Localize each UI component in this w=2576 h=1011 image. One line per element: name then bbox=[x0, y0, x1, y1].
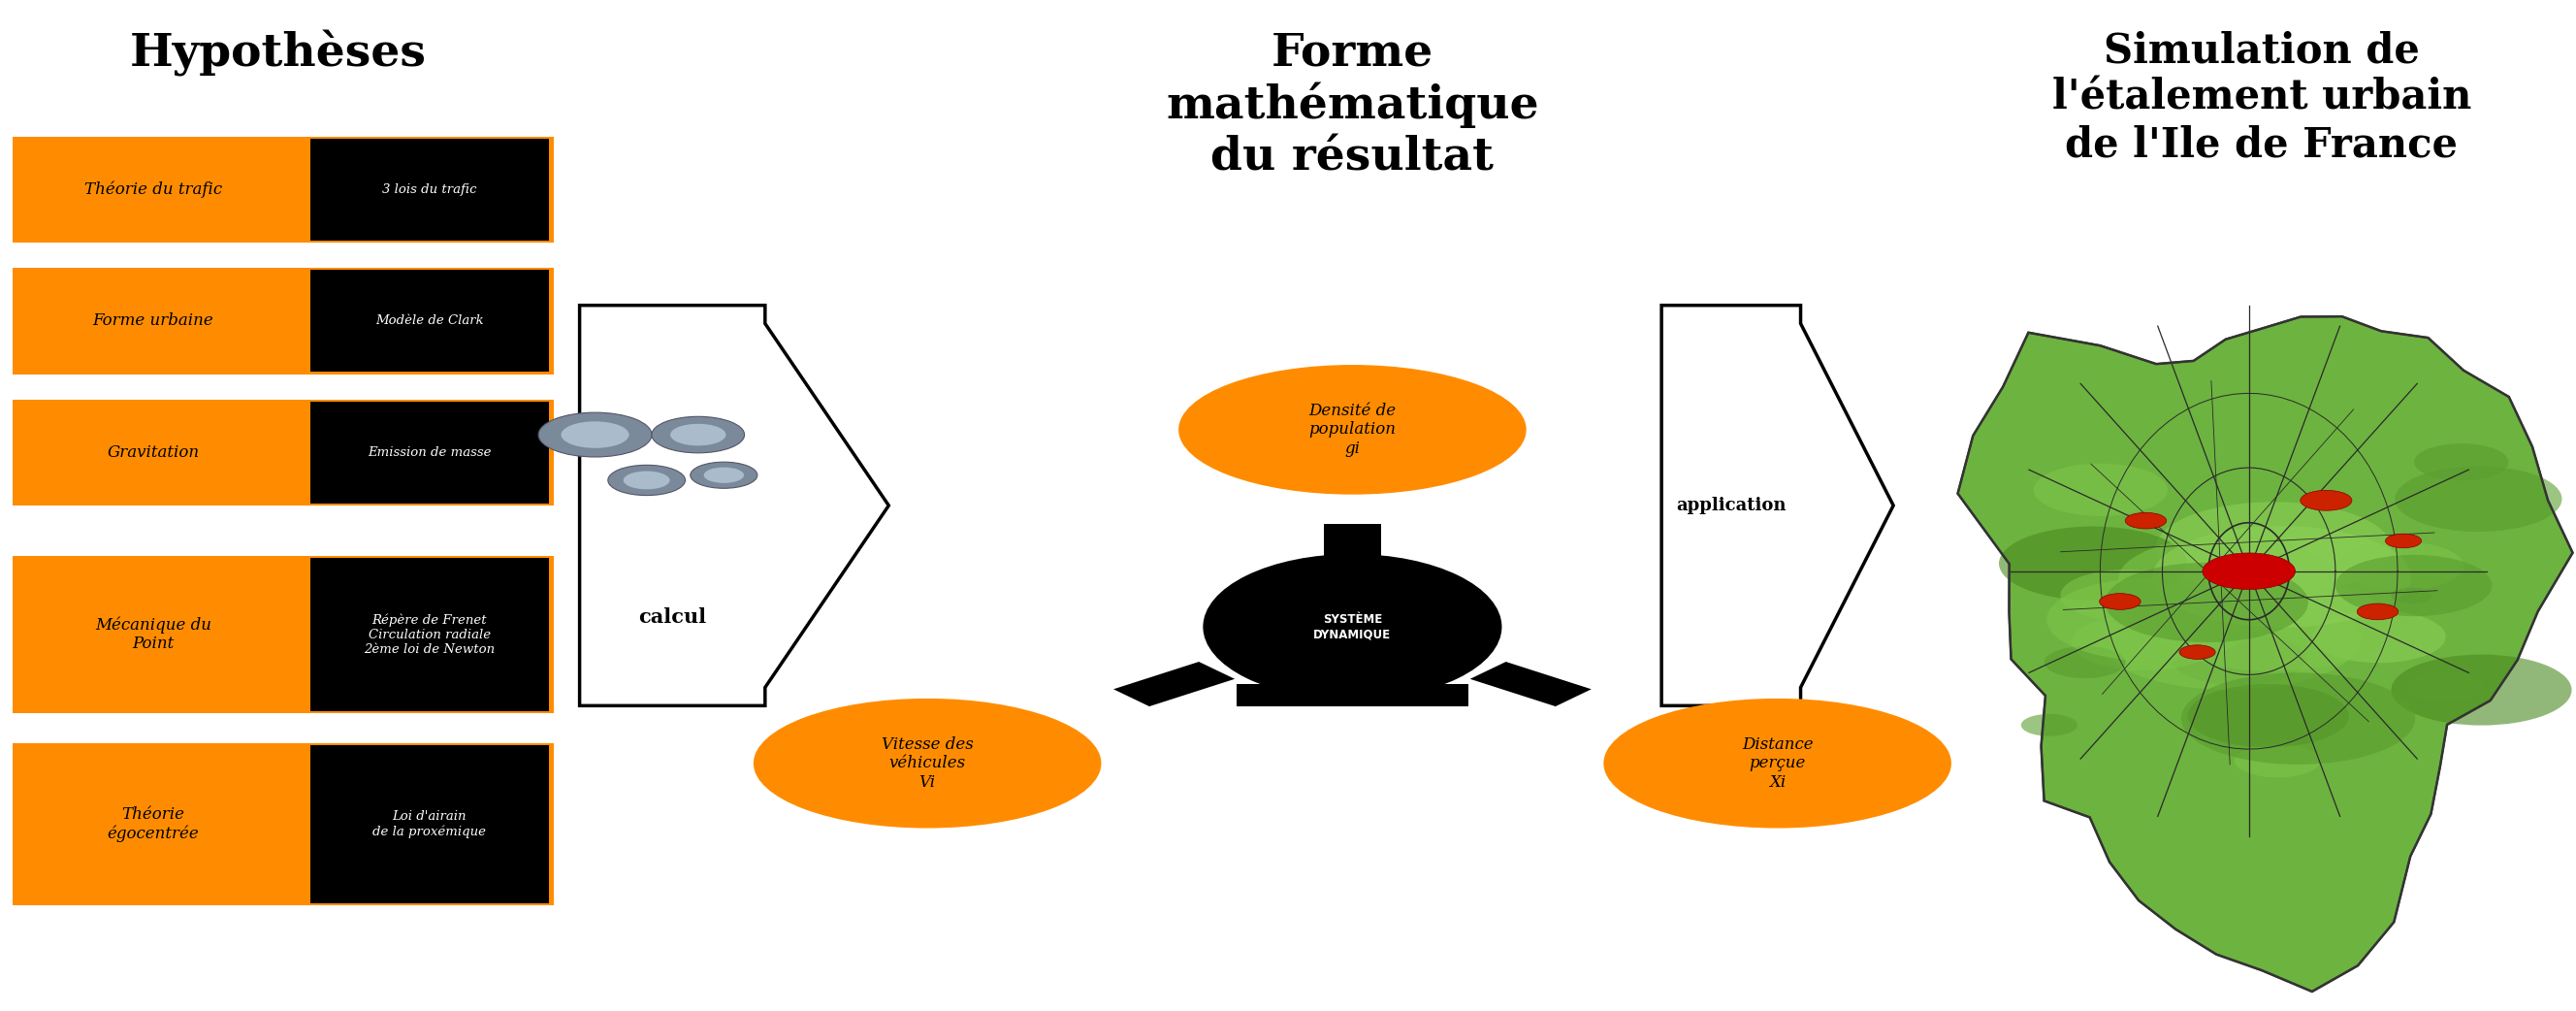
Bar bbox=[309, 139, 549, 241]
Circle shape bbox=[2071, 614, 2218, 671]
Circle shape bbox=[2022, 714, 2076, 736]
Polygon shape bbox=[580, 305, 889, 706]
Polygon shape bbox=[1662, 305, 1893, 706]
Circle shape bbox=[2357, 604, 2398, 620]
Circle shape bbox=[703, 467, 744, 483]
Circle shape bbox=[2339, 542, 2463, 590]
Bar bbox=[309, 401, 549, 503]
Circle shape bbox=[2156, 501, 2391, 594]
Text: Vitesse des
véhicules
Vi: Vitesse des véhicules Vi bbox=[881, 736, 974, 791]
Circle shape bbox=[2182, 672, 2416, 764]
Circle shape bbox=[2097, 586, 2362, 690]
Text: Forme urbaine: Forme urbaine bbox=[93, 312, 214, 330]
Bar bbox=[309, 745, 549, 903]
Circle shape bbox=[608, 465, 685, 495]
Text: Loi d'airain
de la proxémique: Loi d'airain de la proxémique bbox=[374, 810, 487, 838]
Circle shape bbox=[2099, 593, 2141, 610]
Circle shape bbox=[2385, 534, 2421, 548]
Circle shape bbox=[562, 422, 629, 448]
Bar bbox=[13, 556, 554, 713]
Circle shape bbox=[2391, 654, 2571, 725]
Polygon shape bbox=[1324, 525, 1381, 558]
Circle shape bbox=[2045, 646, 2125, 678]
Text: Théorie
égocentrée: Théorie égocentrée bbox=[108, 806, 198, 842]
Circle shape bbox=[652, 417, 744, 453]
Circle shape bbox=[1999, 527, 2187, 601]
Circle shape bbox=[2117, 537, 2334, 622]
Text: Forme
mathématique
du résultat: Forme mathématique du résultat bbox=[1167, 30, 1538, 180]
Circle shape bbox=[2406, 671, 2483, 702]
Bar bbox=[13, 743, 554, 905]
Circle shape bbox=[2233, 744, 2321, 777]
Circle shape bbox=[2300, 490, 2352, 511]
Text: Simulation de
l'étalement urbain
de l'Ile de France: Simulation de l'étalement urbain de l'Il… bbox=[2053, 30, 2470, 166]
Ellipse shape bbox=[1602, 699, 1953, 828]
Polygon shape bbox=[1958, 316, 2573, 992]
Text: Distance
perçue
Xi: Distance perçue Xi bbox=[1741, 736, 1814, 791]
Circle shape bbox=[2414, 444, 2509, 480]
Bar bbox=[13, 399, 554, 506]
Text: Hypothèses: Hypothèses bbox=[129, 30, 428, 77]
Ellipse shape bbox=[1180, 365, 1528, 494]
Circle shape bbox=[2154, 577, 2391, 671]
Text: calcul: calcul bbox=[639, 607, 706, 627]
Circle shape bbox=[2172, 633, 2306, 685]
Bar bbox=[13, 136, 554, 243]
Bar bbox=[13, 268, 554, 374]
Circle shape bbox=[670, 424, 726, 446]
Text: Répère de Frenet
Circulation radiale
2ème loi de Newton: Répère de Frenet Circulation radiale 2èm… bbox=[363, 614, 495, 655]
Circle shape bbox=[690, 462, 757, 488]
Circle shape bbox=[2187, 684, 2349, 747]
Text: Densité de
population
gi: Densité de population gi bbox=[1309, 402, 1396, 457]
Polygon shape bbox=[1113, 662, 1234, 707]
Circle shape bbox=[2032, 463, 2166, 516]
Circle shape bbox=[2125, 513, 2166, 529]
Text: Théorie du trafic: Théorie du trafic bbox=[85, 181, 222, 198]
Text: Modèle de Clark: Modèle de Clark bbox=[376, 314, 484, 328]
Text: 3 lois du trafic: 3 lois du trafic bbox=[381, 183, 477, 196]
Bar bbox=[309, 558, 549, 711]
Circle shape bbox=[2048, 577, 2259, 661]
Circle shape bbox=[2154, 526, 2411, 628]
Circle shape bbox=[2336, 555, 2491, 617]
Circle shape bbox=[2179, 645, 2215, 659]
Bar bbox=[1236, 684, 1468, 707]
Text: SYSTÈME
DYNAMIQUE: SYSTÈME DYNAMIQUE bbox=[1314, 614, 1391, 640]
Text: Emission de masse: Emission de masse bbox=[368, 446, 492, 459]
Ellipse shape bbox=[1203, 554, 1502, 700]
Text: application: application bbox=[1677, 496, 1785, 515]
Circle shape bbox=[623, 471, 670, 489]
Polygon shape bbox=[1471, 662, 1592, 707]
Circle shape bbox=[2105, 562, 2308, 642]
Ellipse shape bbox=[755, 699, 1103, 828]
Circle shape bbox=[2061, 569, 2192, 621]
Text: Gravitation: Gravitation bbox=[108, 444, 198, 461]
Circle shape bbox=[2391, 587, 2432, 604]
Circle shape bbox=[2396, 466, 2563, 532]
Circle shape bbox=[2313, 611, 2445, 663]
Text: Mécanique du
Point: Mécanique du Point bbox=[95, 617, 211, 652]
Circle shape bbox=[2202, 553, 2295, 589]
Circle shape bbox=[538, 412, 652, 457]
Bar bbox=[309, 270, 549, 372]
